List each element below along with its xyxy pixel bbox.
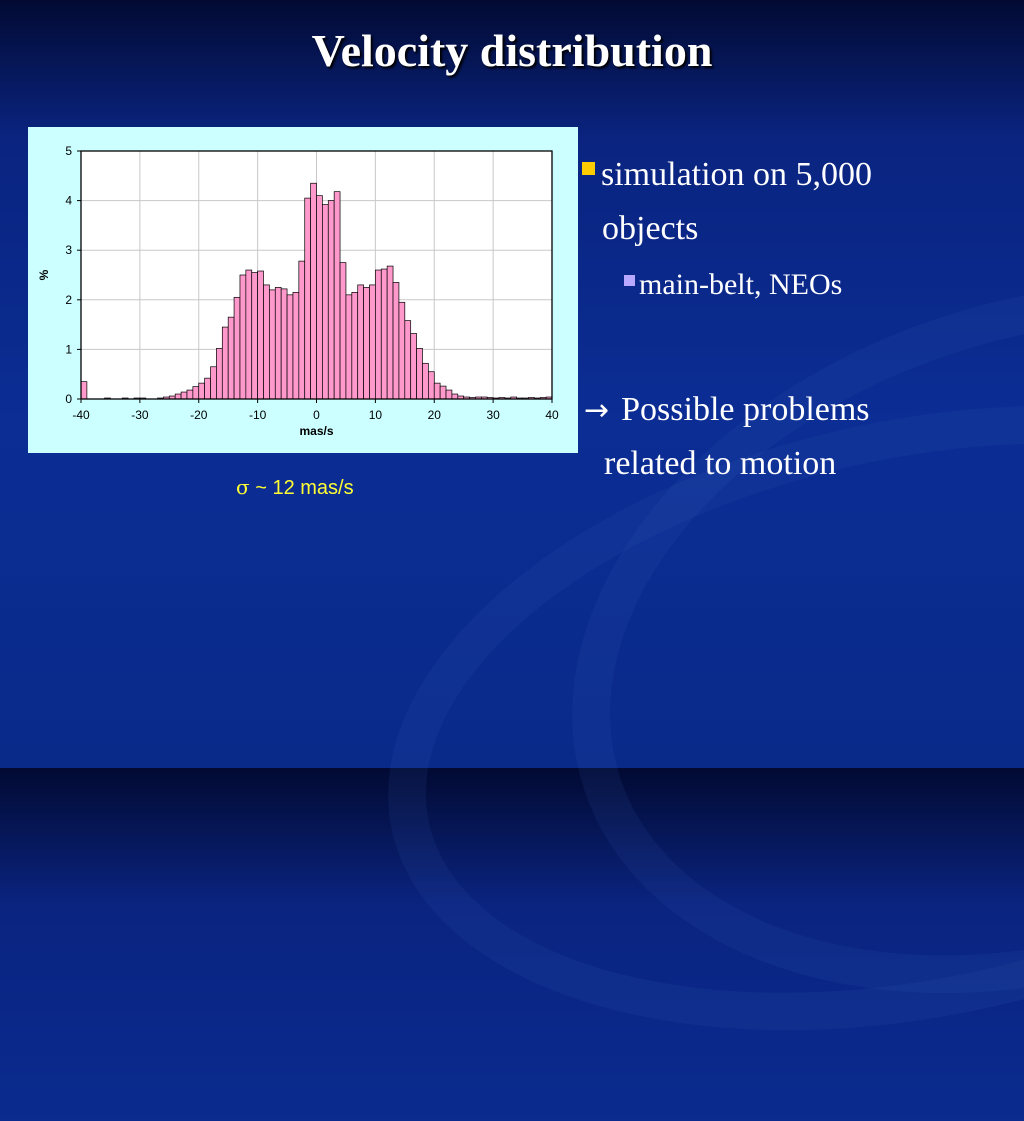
histogram-bar (433, 382, 441, 400)
histogram-bar (422, 362, 429, 400)
x-tick-label: -30 (131, 408, 149, 422)
histogram-bar (363, 287, 370, 400)
y-tick-label: 3 (65, 243, 72, 257)
histogram-bar (221, 326, 229, 400)
histogram-bar (333, 191, 341, 400)
y-axis-label: % (37, 269, 51, 280)
histogram-bar (369, 284, 376, 400)
histogram-bar (274, 287, 282, 400)
y-tick-label: 1 (65, 342, 72, 356)
x-tick-label: 30 (486, 408, 500, 422)
bullet-text-line1: simulation on 5,000 (601, 156, 873, 193)
histogram-bar (304, 197, 311, 400)
histogram-bar (280, 288, 288, 400)
histogram-bar (263, 284, 270, 400)
histogram-bar (445, 389, 453, 400)
histogram-bar (339, 262, 347, 400)
histogram-bar (192, 386, 200, 400)
histogram-bar (286, 294, 294, 400)
histogram-bar (316, 195, 323, 400)
y-tick-label: 0 (65, 392, 72, 406)
bullet-text-line1: Possible problems (621, 391, 870, 428)
x-tick-label: -40 (72, 408, 90, 422)
histogram-bar (257, 270, 264, 400)
histogram-bar (198, 382, 205, 400)
chart-panel: 0 1 2 3 4 5 -40 -30 -20 -10 0 10 20 30 40 mas/s% (28, 127, 578, 453)
x-tick-label: -10 (249, 408, 267, 422)
bullet-simulation: simulation on 5,000 objects (582, 148, 872, 257)
histogram-bar (351, 292, 359, 400)
bullet-problems: → Possible problems related to motion (584, 384, 870, 490)
square-sub-bullet-icon (624, 275, 635, 286)
square-bullet-icon (582, 162, 595, 175)
y-tick-label: 5 (65, 144, 72, 158)
histogram-bar (410, 333, 417, 400)
histogram-bar (227, 316, 235, 400)
histogram-bar (451, 393, 459, 400)
bullet-text-line2: related to motion (604, 444, 837, 482)
slide-title: Velocity distribution (311, 25, 713, 76)
histogram-bar (298, 260, 306, 400)
histogram-bar (251, 272, 258, 400)
histogram-bar (386, 265, 394, 400)
histogram-bar (174, 393, 182, 400)
histogram-bar (392, 282, 400, 400)
histogram-bar (239, 274, 247, 400)
x-tick-label: 0 (313, 408, 320, 422)
histogram-bar (292, 292, 300, 400)
y-tick-label: 2 (65, 293, 72, 307)
x-tick-label: -20 (190, 408, 208, 422)
histogram-bar (310, 182, 317, 400)
histogram-bar (80, 381, 88, 400)
y-tick-label: 4 (65, 194, 72, 208)
histogram-bar (416, 348, 423, 400)
x-axis-label: mas/s (299, 424, 333, 438)
histogram-bar (375, 269, 382, 400)
histogram-bar (398, 301, 406, 400)
histogram-chart: 0 1 2 3 4 5 -40 -30 -20 -10 0 10 20 30 40 mas/s% (37, 144, 559, 438)
histogram-bar (439, 385, 447, 400)
x-tick-label: 40 (545, 408, 559, 422)
histogram-bar (345, 294, 353, 400)
histogram-bar (428, 371, 435, 400)
histogram-bar (216, 348, 223, 400)
sigma-text: ~ 12 mas/s (249, 477, 354, 499)
sub-bullet-objects: main-belt, NEOs (624, 268, 842, 302)
x-tick-label: 10 (369, 408, 383, 422)
histogram-bar (357, 284, 364, 400)
histogram-bar (269, 289, 276, 400)
sigma-symbol: σ (236, 475, 250, 499)
sub-bullet-text: main-belt, NEOs (639, 268, 843, 301)
sigma-note: σ ~ 12 mas/s (236, 475, 354, 500)
histogram-bar (404, 320, 412, 400)
bullet-text-line2: objects (602, 210, 699, 248)
right-arrow-icon: → (584, 393, 610, 428)
histogram-bar (210, 366, 217, 400)
histogram-bar (233, 296, 241, 400)
histogram-bar (204, 377, 211, 400)
histogram-bar (327, 200, 335, 400)
histogram-bar (245, 269, 253, 400)
histogram-bar (322, 204, 329, 400)
histogram-bar (186, 389, 194, 400)
x-tick-label: 20 (428, 408, 442, 422)
histogram-bar (180, 391, 188, 400)
histogram-bar (380, 268, 388, 400)
